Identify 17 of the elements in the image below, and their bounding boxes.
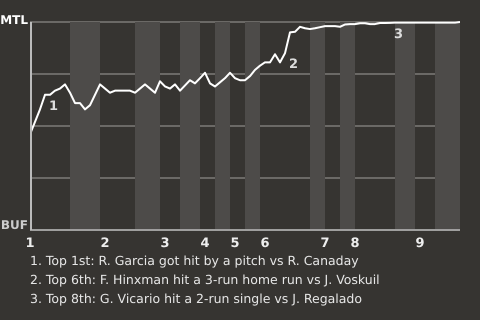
text: 1. Top 1st: R. Garcia got hit by a pitch vs R. Canaday <box>30 252 360 270</box>
x-tick-label: 1 <box>25 236 35 252</box>
x-tick-label: 4 <box>200 236 210 252</box>
text: 3. Top 8th: G. Vicario hit a 2-run single vs J. Regalado <box>30 290 364 308</box>
text: BUF <box>0 218 28 232</box>
annotation: 2 <box>289 57 298 72</box>
x-tick-label: 7 <box>320 236 330 252</box>
text: MTL <box>0 13 28 27</box>
annotation: 1 <box>49 98 58 114</box>
x-tick-label: 8 <box>350 236 360 252</box>
annotation: 3 <box>394 26 404 42</box>
text: 2. Top 6th: F. Hinxman hit a 3-run home run vs J. Voskuil <box>30 271 380 289</box>
x-tick-label: 2 <box>100 236 110 252</box>
x-tick-label: 3 <box>160 236 170 252</box>
x-tick-label: 5 <box>230 236 240 252</box>
x-tick-label: 9 <box>415 236 425 252</box>
x-tick-label: 6 <box>260 236 270 252</box>
